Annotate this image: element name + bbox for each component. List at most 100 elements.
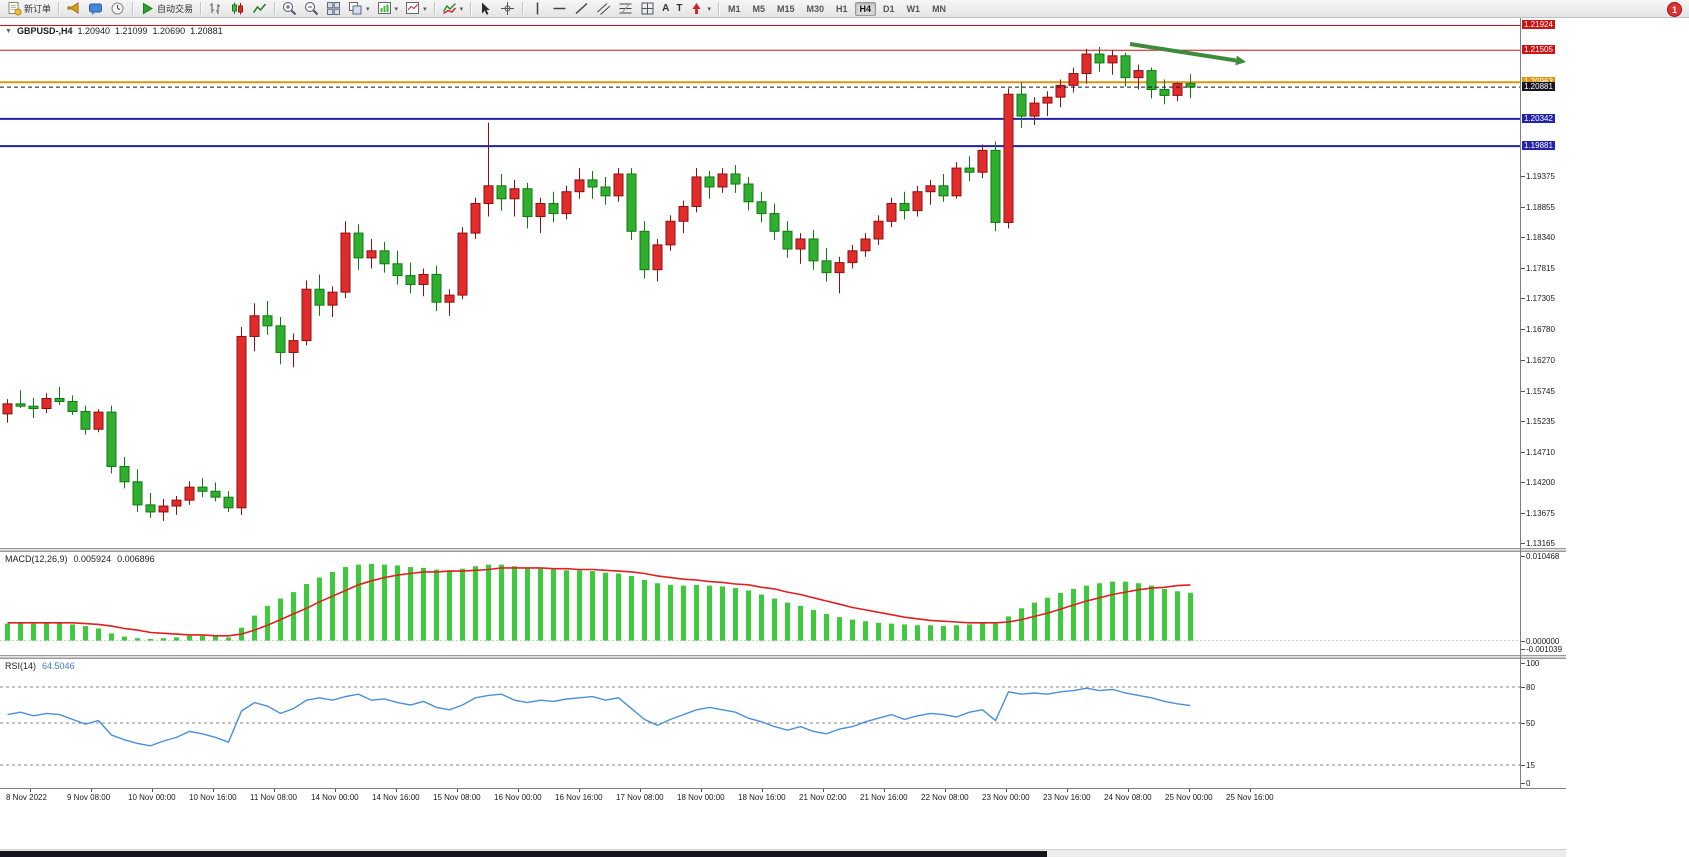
new-order-button[interactable]: 新订单: [4, 0, 54, 18]
news-button[interactable]: [85, 0, 106, 18]
time-axis-tick: [396, 789, 397, 792]
time-axis-label: 14 Nov 16:00: [372, 793, 420, 802]
price-axis-tick: [1521, 390, 1525, 392]
candlestick-chart-button[interactable]: [227, 0, 248, 18]
main-toolbar: 新订单 自动交易 ▾ ▾ ▾: [0, 0, 1689, 18]
bar-chart-button[interactable]: [205, 0, 226, 18]
timeframe-toolbar: M1 M5 M15 M30 H1 H4 D1 W1 MN: [723, 1, 951, 16]
time-axis-tick: [1250, 789, 1251, 792]
rsi-axis-tick: [1521, 765, 1525, 766]
chart-macd-splitter[interactable]: [0, 548, 1566, 552]
rsi-axis-label: 80: [1526, 683, 1535, 692]
time-axis-tick: [457, 789, 458, 792]
price-axis-label: 1.19375: [1526, 172, 1555, 182]
zoom-in-button[interactable]: [279, 0, 300, 18]
macd-rsi-splitter[interactable]: [0, 655, 1566, 659]
timeframe-m30-button[interactable]: M30: [806, 3, 825, 14]
time-axis-label: 10 Nov 00:00: [128, 793, 176, 802]
time-axis-label: 17 Nov 08:00: [616, 793, 664, 802]
timeframe-m5-button[interactable]: M5: [752, 3, 765, 14]
autotrade-play-icon: [143, 2, 154, 15]
toolbar-separator: [132, 2, 134, 15]
price-axis-tick: [1521, 451, 1525, 453]
new-chart-button[interactable]: ▾: [374, 0, 402, 18]
price-axis-tick: [1521, 481, 1525, 483]
cursor-arrow-icon: [482, 2, 490, 15]
shapes-button[interactable]: [637, 0, 658, 18]
channel-button[interactable]: [593, 0, 614, 18]
macd-header: MACD(12,26,9) 0.005924 0.006896: [5, 554, 155, 564]
timeframe-m15-button[interactable]: M15: [776, 3, 795, 14]
hline-price-label: 1.20342: [1522, 113, 1555, 123]
line-chart-button[interactable]: [249, 0, 270, 18]
chart-header: ▼ GBPUSD-,H4 1.20940 1.21099 1.20690 1.2…: [5, 26, 223, 36]
alerts-button[interactable]: [63, 0, 84, 18]
timeframe-w1-button[interactable]: W1: [906, 3, 921, 14]
vertical-line-button[interactable]: [527, 0, 548, 18]
timeframe-m1-button[interactable]: M1: [727, 3, 741, 14]
time-axis-tick: [945, 789, 946, 792]
one-click-collapse-icon[interactable]: ▼: [5, 27, 12, 35]
price-axis-tick: [1521, 542, 1525, 544]
timeframe-h1-button[interactable]: H1: [836, 3, 848, 14]
ohlc-close: 1.20881: [190, 26, 223, 36]
text-button[interactable]: A: [659, 0, 672, 18]
zoom-out-button[interactable]: [301, 0, 322, 18]
price-axis-tick: [1521, 206, 1525, 208]
zoom-out-icon: [305, 2, 319, 16]
fibonacci-icon: [619, 2, 632, 15]
timeframe-mn-button[interactable]: MN: [932, 3, 947, 14]
rsi-axis-tick: [1521, 663, 1525, 664]
toolbar-separator: [274, 2, 276, 15]
price-axis[interactable]: 1.19375 1.18855 1.18340 1.17815 1.17305 1.167…: [1520, 18, 1566, 788]
time-axis-tick: [335, 789, 336, 792]
time-axis-label: 9 Nov 08:00: [67, 793, 111, 802]
time-axis-label: 21 Nov 16:00: [860, 793, 908, 802]
arrows-button[interactable]: ▾: [686, 0, 714, 18]
equidistant-channel-icon: [597, 3, 611, 15]
price-axis-tick: [1521, 298, 1525, 300]
cascade-windows-button[interactable]: ▾: [345, 0, 373, 18]
text-label-button[interactable]: T: [673, 0, 685, 18]
tile-windows-button[interactable]: [323, 0, 344, 18]
trendline-button[interactable]: [571, 0, 592, 18]
rsi-axis-label: 50: [1526, 719, 1535, 728]
tile-windows-icon: [327, 2, 341, 15]
time-button[interactable]: [107, 0, 128, 18]
cursor-button[interactable]: [475, 0, 496, 18]
price-axis-label: 1.15745: [1526, 386, 1555, 396]
cascade-windows-icon: [349, 2, 362, 15]
rsi-axis-tick: [1521, 723, 1525, 724]
templates-button[interactable]: ▾: [402, 0, 430, 18]
timeframe-d1-button[interactable]: D1: [883, 3, 895, 14]
notification-badge[interactable]: 1: [1667, 2, 1682, 17]
crosshair-button[interactable]: [497, 0, 518, 18]
price-axis-tick: [1521, 176, 1525, 178]
time-axis-tick: [30, 789, 31, 792]
price-chart[interactable]: [0, 18, 1520, 548]
rsi-axis-tick: [1521, 783, 1525, 784]
rsi-panel[interactable]: [0, 659, 1520, 788]
chevron-down-icon: ▾: [423, 5, 427, 13]
time-axis-tick: [213, 789, 214, 792]
price-axis-tick: [1521, 359, 1525, 361]
time-axis-tick: [91, 789, 92, 792]
toolbar-separator: [58, 2, 60, 15]
text-tool-icon: A: [662, 3, 670, 14]
timeframe-h4-button[interactable]: H4: [854, 1, 877, 16]
scrollbar-thumb[interactable]: [0, 851, 1047, 857]
price-axis-tick: [1521, 237, 1525, 239]
template-icon: [406, 2, 420, 14]
horizontal-scrollbar[interactable]: [0, 849, 1566, 857]
horizontal-line-button[interactable]: [549, 0, 570, 18]
line-chart-icon: [252, 3, 267, 13]
fibonacci-button[interactable]: [615, 0, 636, 18]
time-axis[interactable]: 8 Nov 2022 9 Nov 08:00 10 Nov 00:00 10 Nov …: [0, 788, 1566, 806]
price-axis-tick: [1521, 512, 1525, 514]
time-axis-label: 16 Nov 16:00: [555, 793, 603, 802]
macd-panel[interactable]: [0, 552, 1520, 655]
label-tool-icon: T: [676, 3, 683, 14]
autotrade-button[interactable]: 自动交易: [137, 0, 196, 18]
indicators-button[interactable]: ▾: [439, 0, 467, 18]
trendline-icon: [575, 2, 588, 15]
